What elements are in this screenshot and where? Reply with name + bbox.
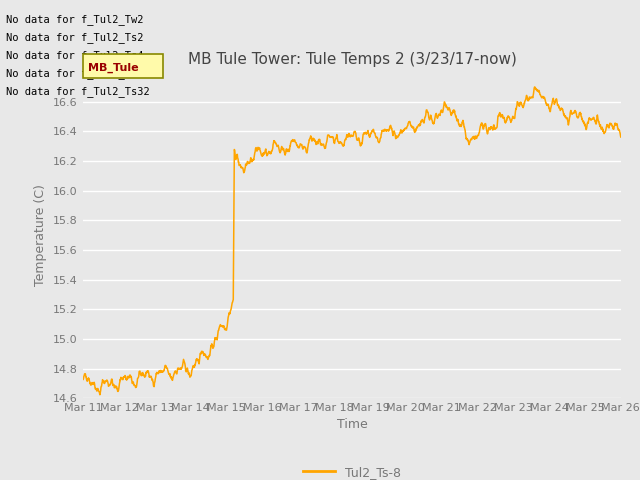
Text: MB_Tule: MB_Tule <box>88 62 139 73</box>
Text: No data for f_Tul2_Ts4: No data for f_Tul2_Ts4 <box>6 50 144 61</box>
X-axis label: Time: Time <box>337 418 367 431</box>
Title: MB Tule Tower: Tule Temps 2 (3/23/17-now): MB Tule Tower: Tule Temps 2 (3/23/17-now… <box>188 52 516 67</box>
Text: No data for f_Tul2_Ts32: No data for f_Tul2_Ts32 <box>6 86 150 97</box>
Text: No data for f_Tul2_Ts2: No data for f_Tul2_Ts2 <box>6 32 144 43</box>
Y-axis label: Temperature (C): Temperature (C) <box>34 184 47 286</box>
Legend: Tul2_Ts-8: Tul2_Ts-8 <box>298 460 406 480</box>
Text: No data for f_Tul2_Tw2: No data for f_Tul2_Tw2 <box>6 13 144 24</box>
Text: No data for f_Tul2_Ts16: No data for f_Tul2_Ts16 <box>6 68 150 79</box>
